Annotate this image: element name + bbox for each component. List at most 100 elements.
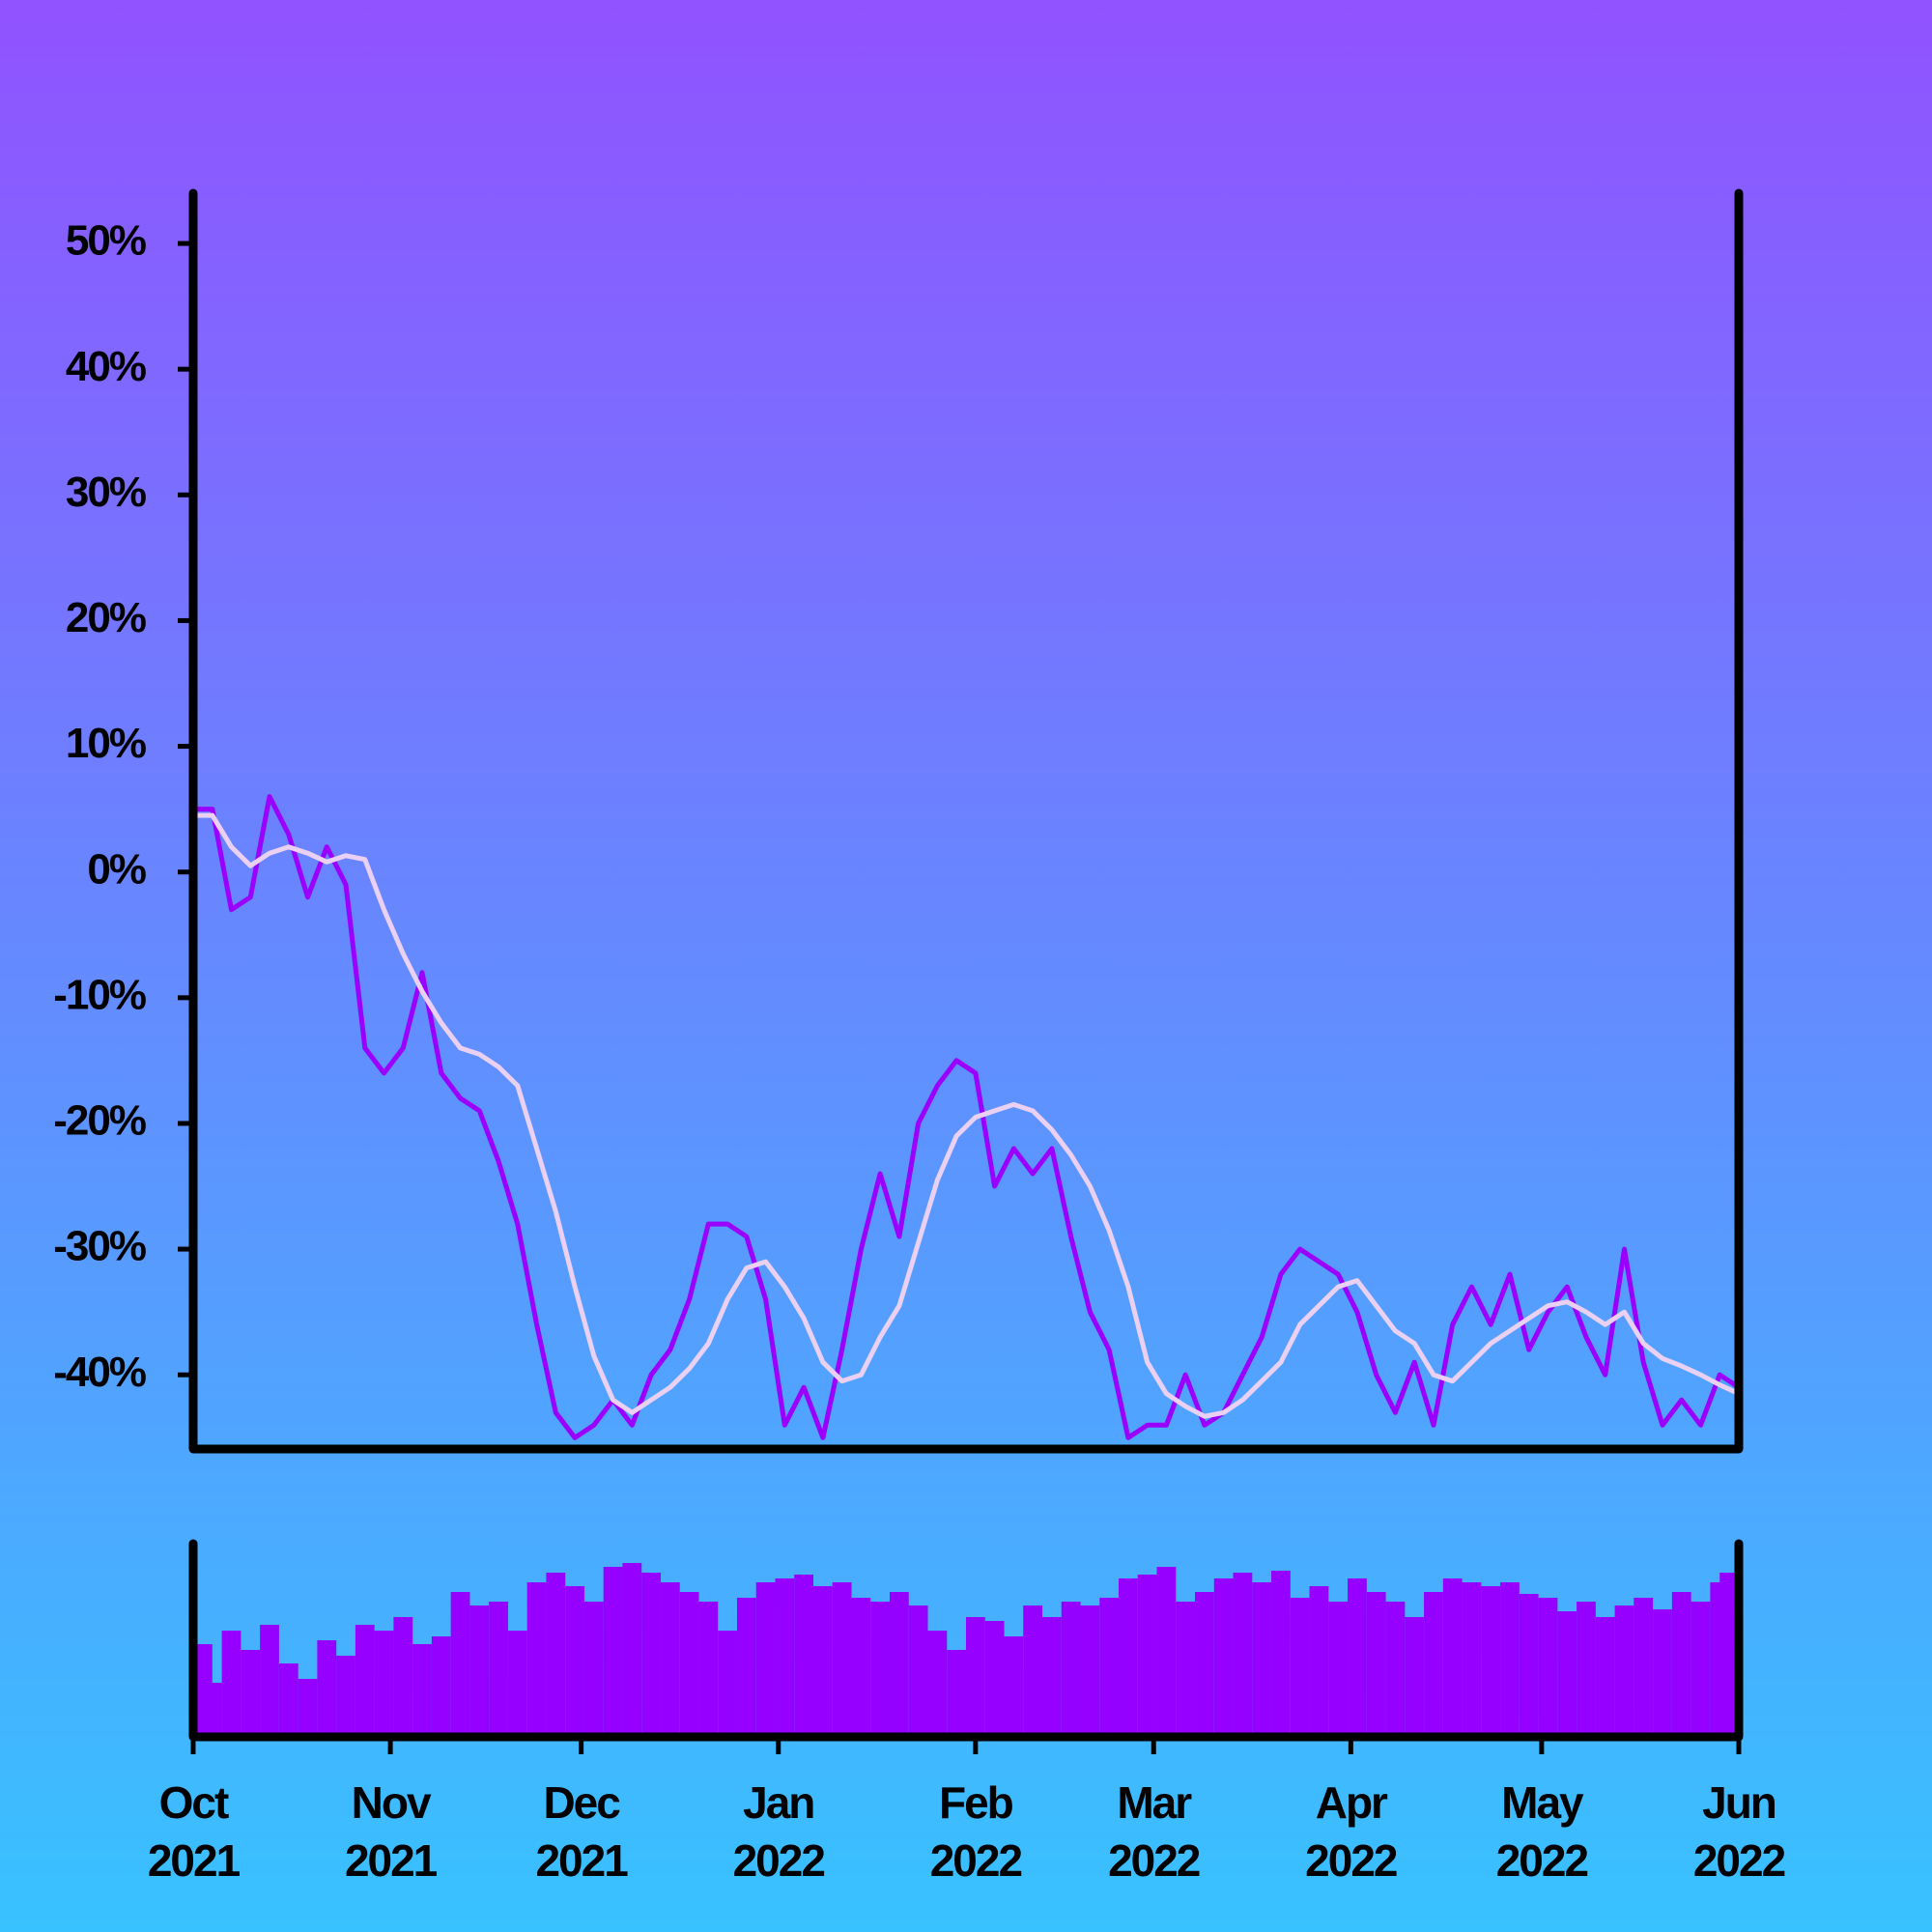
volume-bar: [1328, 1602, 1349, 1737]
volume-bar: [603, 1567, 623, 1737]
volume-bar: [966, 1617, 985, 1737]
y-tick-label: 20%: [66, 594, 146, 641]
volume-bar: [641, 1573, 661, 1737]
volume-bar: [1424, 1592, 1443, 1737]
volume-bar: [1042, 1617, 1062, 1737]
volume-bar: [526, 1582, 547, 1737]
y-tick-label: 0%: [87, 845, 145, 893]
volume-bar: [1462, 1582, 1482, 1737]
volume-bar: [1671, 1592, 1691, 1737]
axis-frame: [188, 1539, 1744, 1742]
volume-bar: [1309, 1586, 1329, 1737]
volume-bar: [1290, 1598, 1310, 1737]
volume-bar: [1595, 1617, 1615, 1737]
volume-bar: [1080, 1605, 1100, 1737]
volume-bar: [1252, 1582, 1272, 1737]
y-tick-label: 40%: [66, 343, 146, 390]
x-tick-label: Jun 2022: [1692, 1777, 1786, 1886]
y-tick-label: -10%: [53, 971, 146, 1018]
volume-bar: [889, 1592, 909, 1737]
volume-bar: [1653, 1609, 1672, 1737]
volume-bar: [1481, 1586, 1501, 1737]
volume-bar: [1119, 1578, 1138, 1737]
volume-bar: [698, 1602, 719, 1737]
volume-bar: [870, 1602, 890, 1737]
volume-bar: [450, 1592, 470, 1737]
volume-bar: [1719, 1573, 1739, 1737]
x-tick-label: Feb 2022: [929, 1777, 1023, 1886]
volume-bar: [908, 1605, 928, 1737]
volume-bar: [431, 1636, 451, 1737]
volume-bar: [1442, 1578, 1463, 1737]
x-tick-label: Mar 2022: [1108, 1777, 1201, 1886]
x-tick-label: Nov 2021: [344, 1777, 438, 1886]
series-line: [193, 794, 1741, 1440]
volume-bar: [851, 1598, 871, 1737]
volume-bar: [469, 1605, 490, 1737]
volume-bar: [1271, 1571, 1291, 1737]
volume-bar: [679, 1592, 699, 1737]
volume-bar: [1614, 1605, 1634, 1737]
volume-bar: [241, 1650, 261, 1737]
volume-bar: [775, 1578, 795, 1737]
volume-bar: [794, 1575, 813, 1737]
volume-bar: [1061, 1602, 1081, 1737]
volume-bar: [660, 1582, 680, 1737]
y-tick-label: 50%: [66, 217, 146, 265]
volume-bar: [984, 1621, 1005, 1737]
volume-bar: [1099, 1598, 1120, 1737]
series-line: [193, 812, 1741, 1419]
volume-bar: [1137, 1575, 1157, 1737]
volume-bar: [622, 1563, 642, 1737]
volume-bar: [1156, 1567, 1177, 1737]
volume-bar: [221, 1631, 242, 1737]
volume-bar: [1004, 1636, 1024, 1737]
x-tick-label: Apr 2022: [1305, 1777, 1398, 1886]
volume-bar: [393, 1617, 413, 1737]
volume-bar: [202, 1683, 222, 1737]
volume-bar: [412, 1644, 432, 1737]
volume-bar: [1538, 1598, 1558, 1737]
volume-bar: [1577, 1602, 1596, 1737]
volume-bar: [1213, 1578, 1234, 1737]
volume-bar: [278, 1663, 298, 1737]
volume-bar: [812, 1586, 833, 1737]
volume-bar: [947, 1650, 966, 1737]
volume-bar: [927, 1631, 948, 1737]
x-tick-label: Dec 2021: [535, 1777, 628, 1886]
volume-bar: [546, 1573, 566, 1737]
volume-bar: [1405, 1617, 1425, 1737]
volume-bar: [507, 1631, 527, 1737]
volume-bar: [1348, 1578, 1367, 1737]
volume-bar: [1176, 1602, 1196, 1737]
y-tick-label: -30%: [53, 1223, 146, 1270]
y-tick-label: -40%: [53, 1349, 146, 1396]
volume-bar: [298, 1679, 318, 1737]
volume-bar: [1366, 1592, 1386, 1737]
volume-bar: [1385, 1602, 1406, 1737]
volume-bar: [718, 1631, 737, 1737]
volume-bar: [736, 1598, 756, 1737]
volume-bar: [317, 1640, 337, 1737]
y-tick-label: 10%: [66, 720, 146, 767]
volume-bar: [1500, 1582, 1520, 1737]
volume-bar: [489, 1602, 508, 1737]
volume-bar: [755, 1582, 776, 1737]
x-tick-label: May 2022: [1495, 1777, 1589, 1886]
volume-bar: [260, 1625, 279, 1737]
volume-bar: [1690, 1602, 1711, 1737]
volume-bar: [1233, 1573, 1253, 1737]
volume-bar: [565, 1586, 584, 1737]
volume-bar: [583, 1602, 604, 1737]
y-tick-label: -20%: [53, 1097, 146, 1145]
volume-bar: [1023, 1605, 1043, 1737]
x-tick-label: Jan 2022: [732, 1777, 826, 1886]
x-tick-label: Oct 2021: [147, 1777, 241, 1886]
volume-bar: [1634, 1598, 1654, 1737]
volume-bar: [1557, 1611, 1577, 1737]
volume-bar: [336, 1656, 355, 1737]
volume-bar: [355, 1625, 375, 1737]
axis-frame: [188, 188, 1744, 1454]
